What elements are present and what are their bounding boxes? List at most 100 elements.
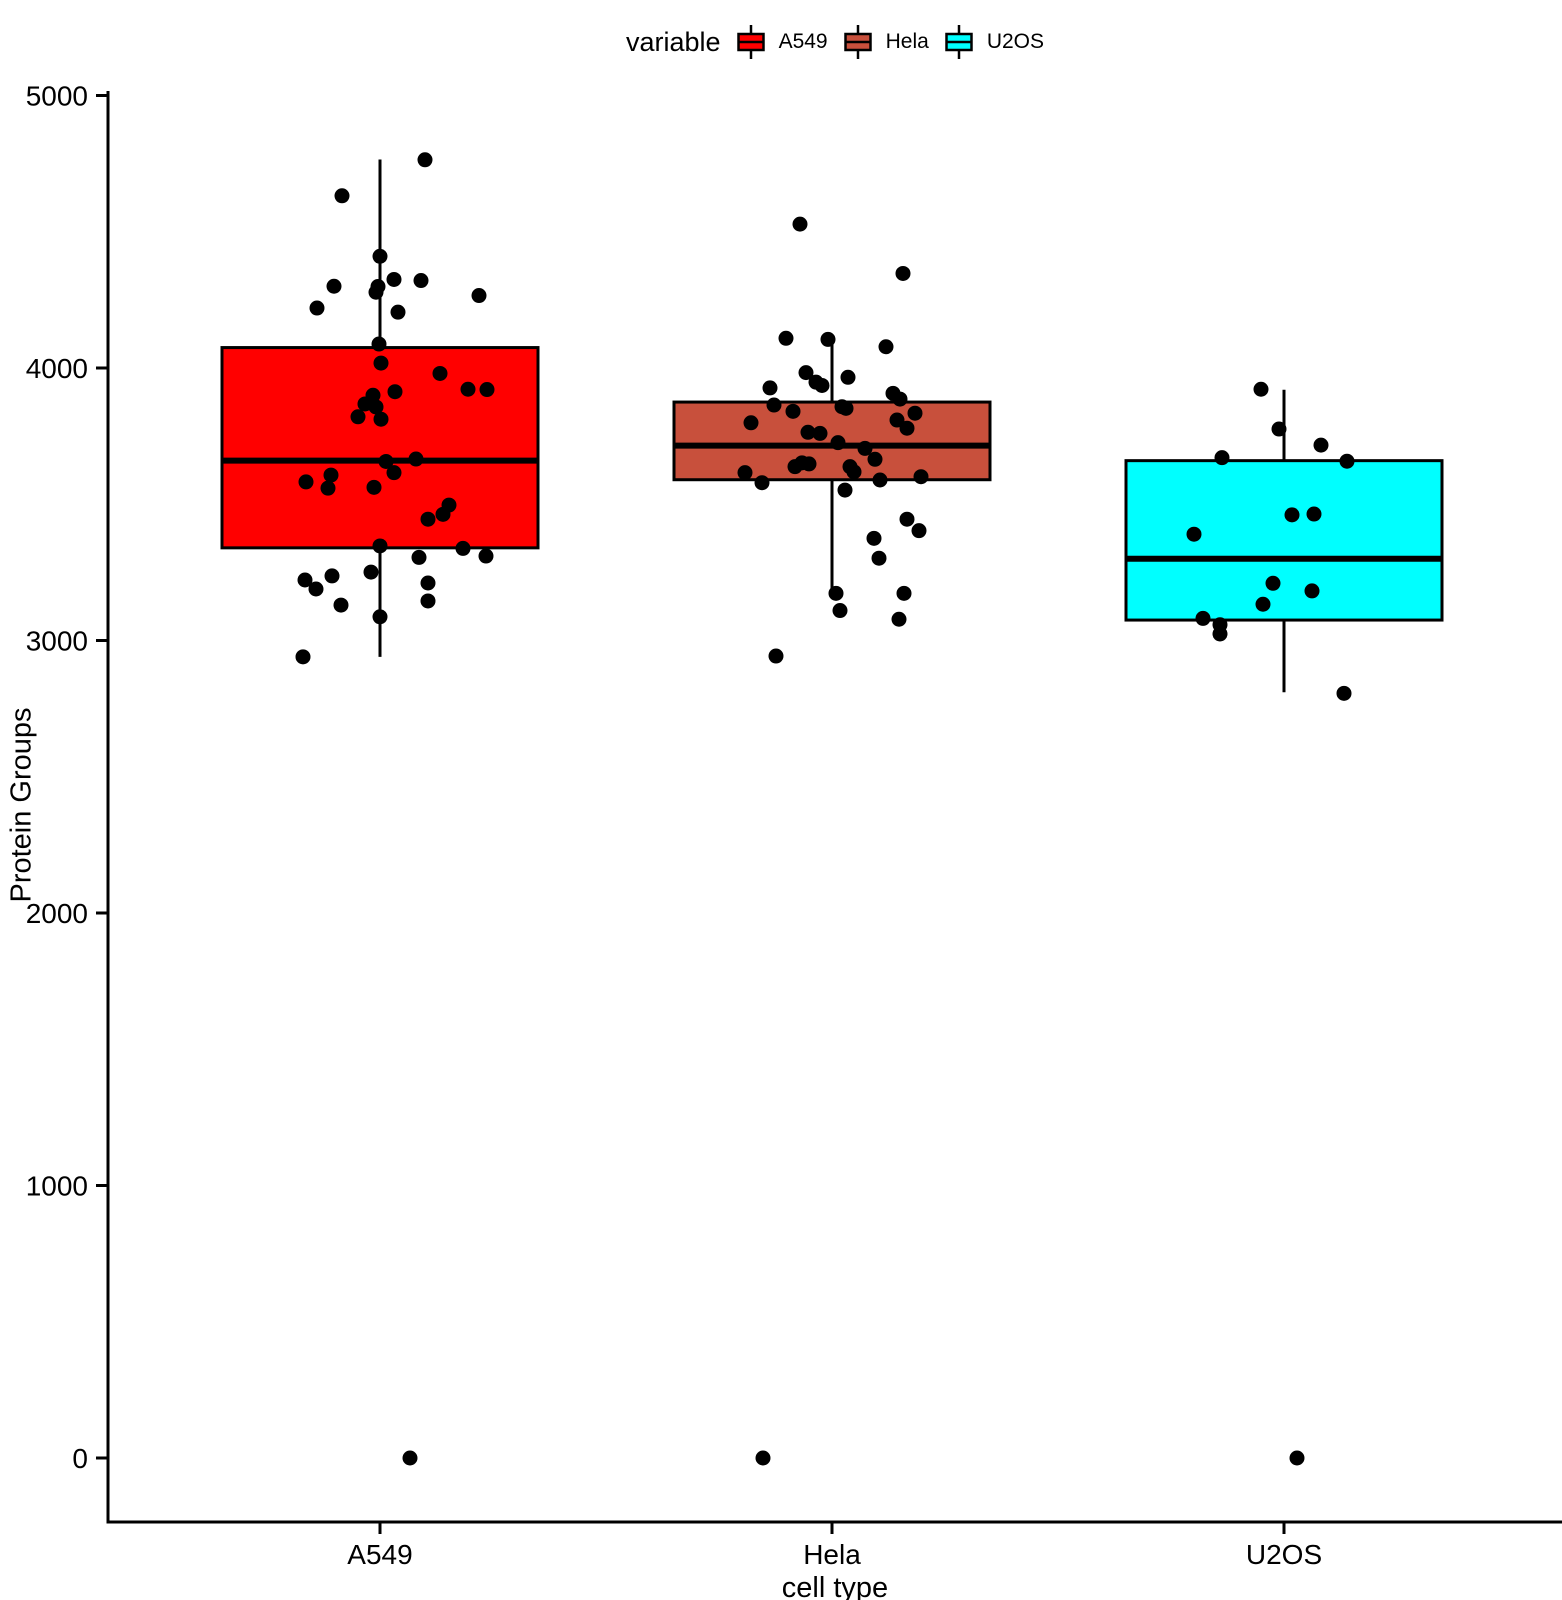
jitter-point-hela bbox=[828, 585, 844, 601]
jitter-point-u2os bbox=[1212, 626, 1228, 642]
jitter-point-u2os bbox=[1306, 506, 1322, 522]
jitter-point-hela bbox=[878, 339, 894, 355]
jitter-point-a549 bbox=[372, 248, 388, 264]
jitter-point-a549 bbox=[373, 411, 389, 427]
jitter-point-a549 bbox=[373, 355, 389, 371]
legend-item-hela: Hela bbox=[843, 24, 929, 60]
jitter-point-a549 bbox=[334, 188, 350, 204]
jitter-point-hela bbox=[838, 400, 854, 416]
y-tick-label: 1000 bbox=[26, 1171, 88, 1202]
jitter-point-a549 bbox=[371, 336, 387, 352]
jitter-point-a549 bbox=[378, 453, 394, 469]
jitter-point-hela bbox=[743, 415, 759, 431]
jitter-point-a549 bbox=[366, 479, 382, 495]
jitter-point-hela bbox=[867, 451, 883, 467]
jitter-point-u2os bbox=[1265, 575, 1281, 591]
jitter-point-hela bbox=[895, 265, 911, 281]
jitter-point-u2os bbox=[1186, 526, 1202, 542]
jitter-point-hela bbox=[832, 603, 848, 619]
jitter-point-hela bbox=[755, 1450, 771, 1466]
jitter-point-hela bbox=[768, 648, 784, 664]
jitter-point-u2os bbox=[1255, 596, 1271, 612]
jitter-point-a549 bbox=[420, 511, 436, 527]
jitter-point-u2os bbox=[1339, 453, 1355, 469]
jitter-point-a549 bbox=[455, 540, 471, 556]
jitter-point-hela bbox=[762, 380, 778, 396]
legend-label-hela: Hela bbox=[885, 30, 929, 53]
jitter-point-a549 bbox=[420, 575, 436, 591]
jitter-point-a549 bbox=[417, 152, 433, 168]
jitter-point-hela bbox=[754, 475, 770, 491]
boxplot-key-icon bbox=[843, 25, 872, 59]
y-tick-label: 2000 bbox=[26, 898, 88, 929]
x-tick-label-hela: Hela bbox=[803, 1539, 861, 1570]
jitter-point-a549 bbox=[387, 384, 403, 400]
box-u2os bbox=[1124, 459, 1444, 622]
jitter-point-a549 bbox=[323, 467, 339, 483]
jitter-point-hela bbox=[866, 530, 882, 546]
jitter-point-hela bbox=[871, 550, 887, 566]
legend-item-a549: A549 bbox=[736, 24, 828, 60]
y-axis-title: Protein Groups bbox=[5, 707, 38, 903]
jitter-point-u2os bbox=[1195, 610, 1211, 626]
jitter-point-hela bbox=[830, 435, 846, 451]
x-axis-title: cell type bbox=[781, 1572, 889, 1600]
y-tick-label: 4000 bbox=[26, 353, 88, 384]
jitter-point-a549 bbox=[298, 474, 314, 490]
jitter-point-hela bbox=[837, 482, 853, 498]
jitter-point-a549 bbox=[350, 409, 366, 425]
jitter-point-hela bbox=[896, 585, 912, 601]
jitter-point-hela bbox=[787, 459, 803, 475]
jitter-point-hela bbox=[899, 420, 915, 436]
jitter-point-a549 bbox=[420, 593, 436, 609]
jitter-point-hela bbox=[812, 425, 828, 441]
jitter-point-a549 bbox=[368, 284, 384, 300]
jitter-point-hela bbox=[889, 412, 905, 428]
jitter-point-a549 bbox=[386, 271, 402, 287]
jitter-point-u2os bbox=[1336, 685, 1352, 701]
legend-label-u2os: U2OS bbox=[986, 30, 1044, 53]
box-a549 bbox=[220, 346, 540, 550]
jitter-point-u2os bbox=[1271, 421, 1287, 437]
jitter-point-u2os bbox=[1289, 1450, 1305, 1466]
legend-label-a549: A549 bbox=[778, 30, 828, 53]
jitter-point-hela bbox=[737, 465, 753, 481]
jitter-point-hela bbox=[891, 611, 907, 627]
jitter-point-a549 bbox=[326, 278, 342, 294]
jitter-point-a549 bbox=[432, 365, 448, 381]
jitter-point-hela bbox=[899, 511, 915, 527]
jitter-point-hela bbox=[801, 456, 817, 472]
jitter-point-hela bbox=[820, 331, 836, 347]
jitter-point-a549 bbox=[368, 399, 384, 415]
jitter-point-hela bbox=[913, 469, 929, 485]
jitter-point-a549 bbox=[295, 649, 311, 665]
jitter-point-a549 bbox=[471, 288, 487, 304]
boxplot-key-icon bbox=[945, 25, 973, 59]
x-tick-label-u2os: U2OS bbox=[1246, 1539, 1322, 1570]
jitter-point-a549 bbox=[411, 549, 427, 565]
jitter-point-a549 bbox=[333, 597, 349, 613]
y-tick-label: 3000 bbox=[26, 626, 88, 657]
x-tick-label-a549: A549 bbox=[347, 1539, 412, 1570]
y-tick-label: 5000 bbox=[26, 81, 88, 112]
jitter-point-u2os bbox=[1304, 583, 1320, 599]
jitter-point-a549 bbox=[363, 564, 379, 580]
jitter-point-hela bbox=[778, 330, 794, 346]
jitter-point-hela bbox=[907, 405, 923, 421]
jitter-point-hela bbox=[785, 403, 801, 419]
jitter-point-a549 bbox=[478, 548, 494, 564]
jitter-point-u2os bbox=[1284, 507, 1300, 523]
jitter-point-hela bbox=[911, 523, 927, 539]
legend-title: variable bbox=[626, 27, 721, 57]
jitter-point-u2os bbox=[1313, 437, 1329, 453]
jitter-point-a549 bbox=[372, 609, 388, 625]
jitter-point-a549 bbox=[308, 581, 324, 597]
jitter-point-u2os bbox=[1253, 381, 1269, 397]
jitter-point-a549 bbox=[402, 1450, 418, 1466]
jitter-point-a549 bbox=[309, 300, 325, 316]
jitter-point-hela bbox=[798, 365, 814, 381]
jitter-point-a549 bbox=[386, 465, 402, 481]
jitter-point-a549 bbox=[372, 538, 388, 554]
